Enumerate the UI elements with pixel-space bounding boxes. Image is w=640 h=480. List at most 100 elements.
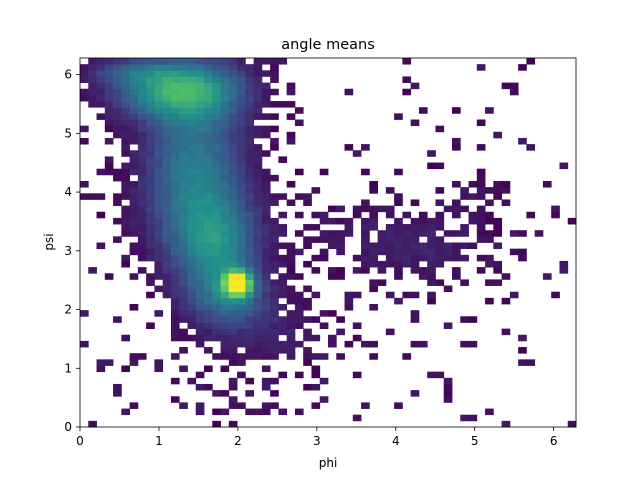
heatmap-cell [261,267,271,274]
heatmap-cell [485,107,494,114]
heatmap-cell [294,371,304,379]
heatmap-cell [476,230,486,237]
heatmap-cell [187,260,197,268]
heatmap-cell [410,119,420,127]
heatmap-cell [129,273,139,280]
heatmap-cell [228,199,238,206]
heatmap-cell [96,168,106,176]
heatmap-cell [501,187,511,194]
heatmap-cell [170,82,180,90]
heatmap-cell [278,242,288,250]
heatmap-cell [195,113,205,120]
heatmap-cell [311,236,321,243]
heatmap-cell [286,248,296,256]
heatmap-cell [328,340,337,348]
heatmap-cell [427,162,436,170]
heatmap-cell [278,304,288,311]
heatmap-cell [220,260,230,268]
heatmap-cell [154,174,164,182]
heatmap-cell [427,236,436,243]
heatmap-cell [228,383,238,391]
heatmap-cell [220,310,230,317]
heatmap-cell [162,76,172,83]
heatmap-cell [212,94,221,102]
heatmap-cell [80,76,89,83]
heatmap-cell [369,211,378,219]
heatmap-cell [137,236,147,243]
heatmap-cell [261,334,271,342]
heatmap-cell [170,353,180,360]
heatmap-cell [245,174,254,182]
heatmap-cell [286,113,296,120]
heatmap-cell [245,101,254,108]
heatmap-cell [328,236,337,243]
heatmap-cell [311,224,321,231]
heatmap-cell [402,260,412,268]
heatmap-cell [410,291,420,299]
heatmap-cell [261,254,271,262]
heatmap-cell [286,340,296,348]
heatmap-cell [220,236,230,243]
heatmap-cell [261,187,271,194]
heatmap-cell [270,390,279,397]
heatmap-cell [261,224,271,231]
heatmap-cell [245,193,254,200]
heatmap-cell [212,279,221,286]
heatmap-cell [88,267,97,274]
heatmap-cell [154,150,164,157]
heatmap-cell [261,125,271,133]
heatmap-cell [154,267,164,274]
heatmap-cell [170,211,180,219]
heatmap-cell [121,193,130,200]
heatmap-cell [137,107,147,114]
heatmap-cell [518,359,527,366]
heatmap-cell [187,101,197,108]
heatmap-cell [336,353,345,360]
heatmap-cell [220,181,230,188]
heatmap-cell [294,291,304,299]
heatmap-cell [162,125,172,133]
heatmap-cell [319,396,329,403]
heatmap-cell [385,248,395,256]
heatmap-cell [476,267,486,274]
heatmap-cell [261,322,271,329]
heatmap-cell [212,162,221,170]
heatmap-cell [303,260,312,268]
heatmap-cell [352,291,362,299]
heatmap-cell [485,408,494,416]
heatmap-cell [361,205,370,213]
heatmap-cell [228,334,238,342]
heatmap-cell [170,119,180,127]
heatmap-cell [228,144,238,151]
heatmap-cell [220,156,230,163]
heatmap-cell [212,193,221,200]
heatmap-cell [344,340,354,348]
heatmap-cell [418,211,428,219]
heatmap-cell [460,205,469,213]
heatmap-cell [137,353,147,360]
heatmap-cell [129,168,139,176]
heatmap-cell [179,279,188,286]
heatmap-cell [179,328,188,336]
heatmap-cell [220,273,230,280]
heatmap-cell [146,248,155,256]
heatmap-cell [204,150,213,157]
heatmap-cell [261,304,271,311]
heatmap-cell [237,137,246,145]
heatmap-cell [509,82,519,90]
heatmap-cell [96,365,106,373]
heatmap-cell [162,217,172,225]
heatmap-cell [187,137,197,145]
heatmap-cell [121,181,130,188]
heatmap-cell [261,402,271,409]
heatmap-cell [336,273,345,280]
heatmap-cell [204,260,213,268]
heatmap-cell [270,340,279,348]
heatmap-cell [204,267,213,274]
heatmap-cell [146,224,155,231]
heatmap-cell [261,383,271,391]
heatmap-cell [228,353,238,360]
heatmap-cell [121,187,130,194]
heatmap-cell [261,82,271,90]
heatmap-cell [137,58,147,65]
